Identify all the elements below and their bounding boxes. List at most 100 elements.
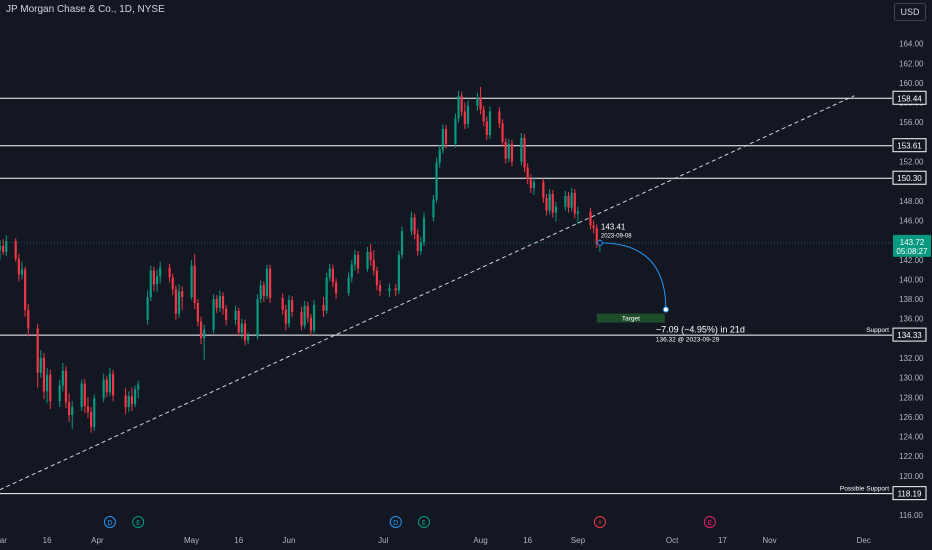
forecast-change-label: −7.09 (−4.95%) in 21d: [656, 325, 745, 335]
candle-body: [548, 193, 551, 211]
candle-body: [416, 234, 419, 251]
candle-body: [196, 302, 199, 322]
candle-body: [498, 111, 501, 124]
candle-body: [133, 389, 137, 405]
level-price-label: 150.30: [897, 174, 922, 183]
candle-body: [64, 370, 68, 403]
candle-body: [36, 328, 39, 373]
candle-body: [105, 379, 108, 393]
event-label: D: [393, 519, 398, 527]
candle-body: [542, 182, 545, 198]
x-tick-label: 16: [43, 536, 52, 545]
candle-body: [259, 285, 262, 300]
candle-body: [181, 291, 184, 298]
candle-body: [504, 141, 507, 159]
event-earnings-icon: [132, 516, 145, 528]
level-note: Possible Support: [840, 486, 889, 493]
candle-body: [306, 305, 309, 318]
candle-body: [554, 206, 558, 213]
candle-body: [576, 211, 580, 214]
forecast-detail-label: 136.32 @ 2023-09-29: [656, 337, 720, 344]
y-tick-label: 148.00: [899, 197, 924, 206]
candle-body: [479, 97, 482, 110]
candle-body: [438, 149, 441, 163]
candle-body: [328, 268, 331, 278]
target-box: [596, 313, 665, 323]
x-tick-label: May: [184, 536, 199, 545]
candle-body: [322, 304, 325, 311]
candle-body: [388, 288, 391, 292]
level-badge: [892, 486, 927, 501]
x-tick-label: Apr: [91, 536, 104, 545]
candle-body: [463, 111, 466, 125]
candle-body: [312, 304, 316, 331]
candle-body: [146, 297, 149, 320]
event-label: E: [422, 519, 426, 527]
candle-body: [369, 251, 372, 260]
candle-body: [520, 137, 523, 162]
current-price-badge: [893, 234, 931, 257]
candle-body: [444, 129, 448, 144]
candle-body: [281, 298, 284, 310]
candle-body: [284, 309, 287, 324]
candle-body: [419, 242, 422, 251]
candle-body: [476, 97, 479, 106]
candle-body: [394, 288, 397, 291]
event-dividend-icon: [389, 516, 402, 528]
candle-body: [83, 383, 86, 407]
event-earnings-icon: [703, 516, 716, 528]
y-tick-label: 128.00: [899, 393, 924, 402]
level-note: Support: [866, 327, 889, 334]
candle-body: [510, 143, 514, 162]
candle-body: [350, 264, 353, 278]
y-tick-label: 116.00: [899, 511, 923, 520]
candle-body: [159, 267, 162, 277]
candle-body: [155, 276, 159, 285]
marker-value: 143.41: [601, 222, 626, 231]
candle-body: [432, 199, 435, 218]
candle-body: [171, 277, 174, 290]
candle-body: [269, 268, 272, 299]
y-tick-label: 130.00: [899, 374, 924, 383]
candle-body: [168, 267, 171, 278]
candle-body: [177, 291, 181, 314]
candle-body: [39, 358, 42, 373]
candle-body: [27, 309, 30, 329]
level-badge: [892, 170, 927, 185]
candle-body: [482, 109, 485, 122]
candle-body: [108, 373, 112, 393]
event-news-icon: [593, 516, 606, 528]
candle-body: [5, 241, 8, 252]
event-label: E: [136, 519, 140, 527]
x-tick-label: Jun: [283, 536, 296, 545]
candle-body: [174, 289, 177, 314]
candle-body: [413, 217, 416, 235]
candle-body: [24, 269, 27, 310]
event-earnings-icon: [418, 516, 431, 528]
level-price-label: 153.61: [897, 142, 922, 151]
candle-body: [2, 246, 5, 252]
candle-body: [86, 406, 90, 413]
x-tick-label: 16: [234, 536, 243, 545]
trendline: [0, 95, 855, 491]
candle-body: [334, 282, 338, 294]
event-dividend-icon: [103, 516, 116, 528]
candle-body: [67, 402, 71, 415]
candle-body: [240, 323, 243, 333]
current-price-label: 143.72: [900, 238, 925, 247]
candle-body: [422, 217, 426, 243]
candle-body: [592, 225, 595, 229]
candle-body: [89, 412, 93, 427]
candle-body: [595, 228, 598, 245]
candle-body: [71, 407, 74, 415]
target-label: Target: [622, 316, 640, 323]
candle-body: [199, 321, 203, 339]
candle-body: [14, 241, 17, 259]
candle-body: [127, 396, 130, 408]
candle-body: [523, 137, 526, 168]
y-tick-label: 136.00: [899, 315, 924, 324]
currency-button[interactable]: USD: [894, 3, 926, 21]
countdown-label: 05:08:27: [896, 247, 928, 256]
